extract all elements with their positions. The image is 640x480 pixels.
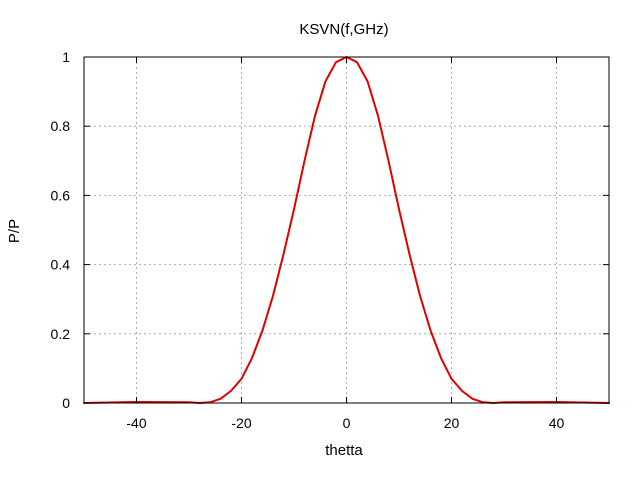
x-tick-label: 40 (549, 415, 565, 431)
y-axis-title: P/P (6, 219, 23, 243)
y-tick-label: 0 (62, 395, 70, 411)
ticks (84, 56, 609, 404)
chart-title: KSVN(f,GHz) (299, 21, 388, 38)
x-tick-label: 20 (444, 415, 460, 431)
tick-labels: -40 -20 0 20 40 0 0.2 0.4 0.6 0.8 1 (51, 49, 565, 431)
y-tick-label: 0.4 (51, 257, 71, 273)
y-tick-label: 0.6 (51, 187, 71, 203)
x-tick-label: -20 (231, 415, 251, 431)
y-tick-label: 1 (62, 49, 70, 65)
y-tick-label: 0.8 (51, 118, 71, 134)
y-tick-label: 0.2 (51, 326, 71, 342)
x-tick-label: 0 (343, 415, 351, 431)
x-tick-label: -40 (126, 415, 146, 431)
grid (84, 56, 609, 404)
x-axis-title: thetta (325, 442, 363, 459)
